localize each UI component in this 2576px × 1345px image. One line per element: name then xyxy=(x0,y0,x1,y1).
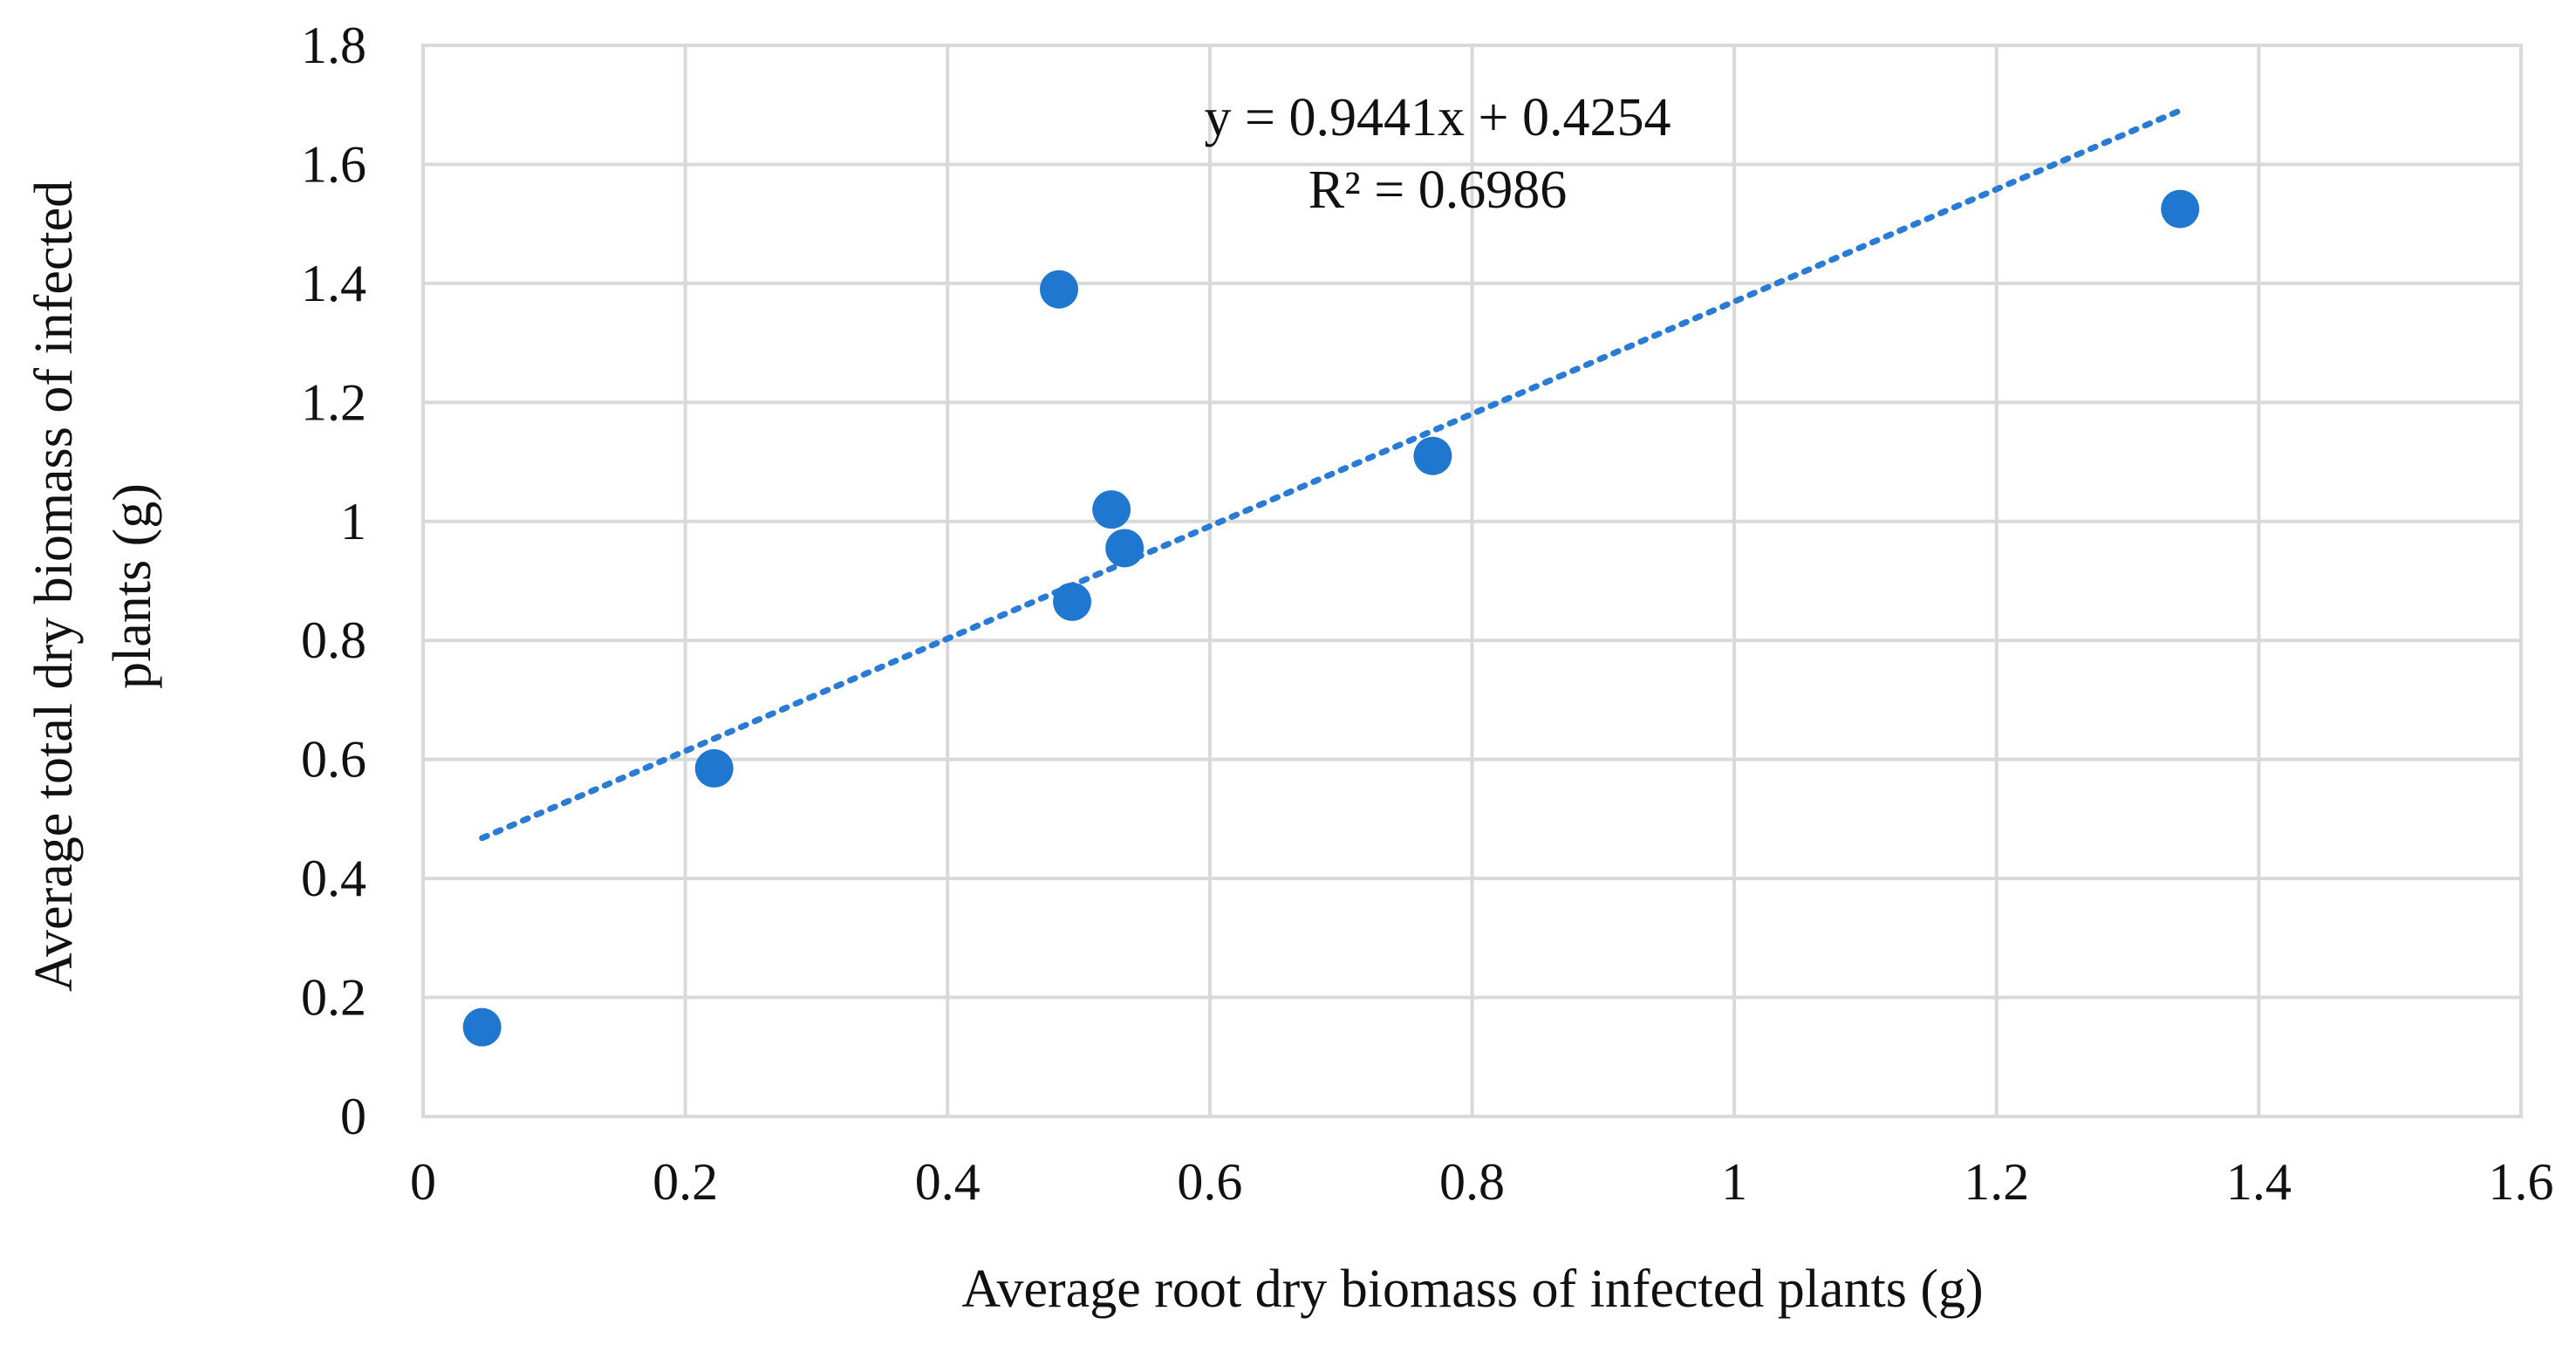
trendline-group xyxy=(479,107,2183,842)
x-tick-label: 1.6 xyxy=(2489,1153,2554,1211)
y-tick-label: 0.8 xyxy=(301,611,366,669)
plot-area-border xyxy=(421,44,2523,1118)
data-point[interactable] xyxy=(694,748,734,788)
data-point[interactable] xyxy=(1092,490,1131,529)
x-tick-label: 0.8 xyxy=(1439,1153,1505,1211)
y-tick-label: 0.2 xyxy=(301,969,366,1027)
trendline xyxy=(479,107,2183,842)
trendline-r-squared: R² = 0.6986 xyxy=(1308,160,1567,220)
y-tick-label: 1 xyxy=(340,493,366,550)
gridlines xyxy=(421,44,2523,1118)
y-axis-title-line-1: Average total dry biomass of infected xyxy=(24,181,84,992)
y-axis-title-line-2: plants (g) xyxy=(103,483,162,689)
x-tick-label: 0.6 xyxy=(1177,1153,1242,1211)
data-points xyxy=(462,189,2200,1047)
x-tick-label: 0.4 xyxy=(915,1153,981,1211)
data-point[interactable] xyxy=(1053,582,1092,621)
data-point[interactable] xyxy=(2161,189,2200,229)
y-tick-label: 1.4 xyxy=(301,255,366,312)
y-tick-label: 1.2 xyxy=(301,373,366,431)
labels: y = 0.9441x + 0.4254 R² = 0.6986 Average… xyxy=(24,88,1984,1319)
trendline-equation: y = 0.9441x + 0.4254 xyxy=(1205,88,1671,147)
x-tick-label: 0 xyxy=(410,1153,436,1211)
axes: 0 0.2 0.4 0.6 0.8 1 1.2 1.4 1.6 0 0.2 0.4 0.6 0.8 1 1.2… xyxy=(301,17,2554,1211)
y-tick-label: 0 xyxy=(340,1088,366,1145)
data-point[interactable] xyxy=(462,1007,502,1047)
data-point[interactable] xyxy=(1105,529,1145,568)
data-point[interactable] xyxy=(1413,436,1452,475)
y-tick-label: 0.6 xyxy=(301,731,366,789)
x-axis-title: Average root dry biomass of infected pla… xyxy=(961,1260,1983,1319)
y-tick-label: 0.4 xyxy=(301,850,366,907)
y-tick-label: 1.6 xyxy=(301,135,366,193)
y-tick-label: 1.8 xyxy=(301,17,366,74)
x-tick-label: 1 xyxy=(1721,1153,1747,1211)
x-tick-label: 0.2 xyxy=(653,1153,718,1211)
x-tick-label: 1.2 xyxy=(1964,1153,2029,1211)
data-point[interactable] xyxy=(1040,270,1079,309)
x-tick-label: 1.4 xyxy=(2226,1153,2292,1211)
